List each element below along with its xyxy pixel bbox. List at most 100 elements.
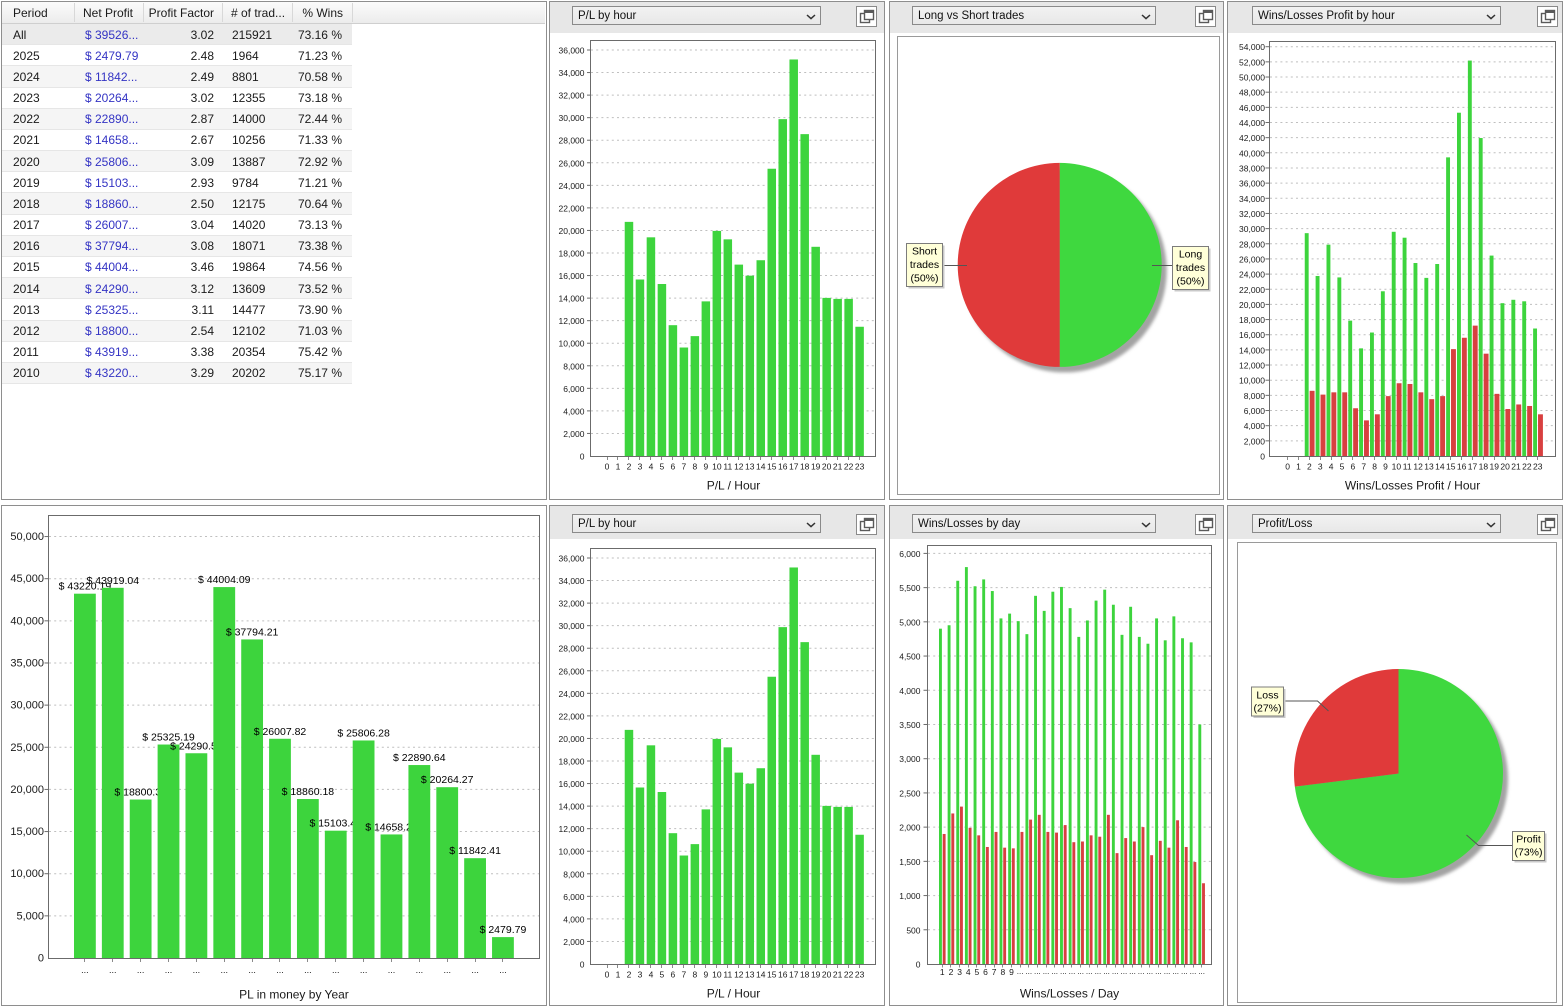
svg-text:6,000: 6,000 (899, 549, 921, 559)
svg-text:...: ... (1146, 967, 1153, 976)
svg-text:21: 21 (833, 462, 843, 472)
svg-text:1: 1 (616, 462, 621, 472)
svg-text:2,000: 2,000 (1244, 436, 1266, 446)
svg-text:$ 25806.28: $ 25806.28 (337, 727, 390, 739)
svg-text:P/L / Hour: P/L / Hour (707, 479, 761, 493)
svg-text:45,000: 45,000 (10, 573, 44, 585)
svg-text:4,000: 4,000 (899, 686, 921, 696)
svg-text:...: ... (165, 965, 173, 975)
svg-text:4: 4 (1329, 462, 1334, 472)
svg-text:9: 9 (1009, 967, 1014, 977)
svg-text:4,000: 4,000 (1244, 421, 1266, 431)
svg-text:...: ... (1172, 967, 1179, 976)
svg-text:5,000: 5,000 (16, 910, 44, 922)
svg-text:24,000: 24,000 (559, 181, 585, 191)
svg-text:Wins/Losses / Day: Wins/Losses / Day (1020, 987, 1119, 1001)
svg-text:...: ... (416, 965, 424, 975)
svg-text:19: 19 (1489, 462, 1499, 472)
svg-text:...: ... (109, 965, 117, 975)
svg-text:17: 17 (789, 462, 799, 472)
svg-text:14,000: 14,000 (559, 294, 585, 304)
svg-text:12,000: 12,000 (559, 316, 585, 326)
svg-text:...: ... (1043, 967, 1050, 976)
svg-text:...: ... (1017, 967, 1024, 976)
svg-text:10,000: 10,000 (559, 847, 585, 857)
svg-text:14: 14 (756, 462, 766, 472)
svg-text:3: 3 (957, 967, 962, 977)
svg-text:0: 0 (605, 970, 610, 980)
svg-text:36,000: 36,000 (1239, 179, 1265, 189)
svg-text:5: 5 (660, 462, 665, 472)
svg-text:12: 12 (734, 462, 744, 472)
svg-text:11: 11 (1403, 462, 1412, 472)
svg-text:10: 10 (712, 462, 722, 472)
svg-text:6: 6 (1350, 462, 1355, 472)
svg-text:20: 20 (1500, 462, 1510, 472)
svg-text:7: 7 (682, 462, 687, 472)
svg-text:10: 10 (712, 970, 722, 980)
svg-text:...: ... (443, 965, 451, 975)
svg-text:8: 8 (692, 970, 697, 980)
svg-text:5: 5 (1340, 462, 1345, 472)
svg-text:15: 15 (1446, 462, 1456, 472)
svg-text:19: 19 (811, 462, 821, 472)
svg-text:...: ... (471, 965, 479, 975)
svg-text:1,500: 1,500 (899, 857, 921, 867)
svg-text:2,000: 2,000 (563, 429, 585, 439)
svg-text:14: 14 (1435, 462, 1445, 472)
svg-text:1: 1 (616, 970, 621, 980)
svg-text:34,000: 34,000 (559, 68, 585, 78)
svg-text:16: 16 (778, 462, 788, 472)
svg-text:...: ... (1103, 967, 1110, 976)
svg-text:16: 16 (1457, 462, 1467, 472)
svg-text:22: 22 (844, 970, 854, 980)
svg-text:30,000: 30,000 (559, 113, 585, 123)
svg-text:7: 7 (682, 970, 687, 980)
svg-text:10,000: 10,000 (1239, 376, 1265, 386)
svg-text:5,500: 5,500 (899, 583, 921, 593)
svg-text:54,000: 54,000 (1239, 42, 1265, 52)
svg-text:$ 11842.41: $ 11842.41 (449, 845, 501, 857)
svg-text:...: ... (1198, 967, 1205, 976)
svg-text:6: 6 (671, 462, 676, 472)
svg-text:18: 18 (800, 970, 810, 980)
svg-text:38,000: 38,000 (1239, 163, 1265, 173)
svg-text:7: 7 (992, 967, 997, 977)
svg-text:21: 21 (1511, 462, 1521, 472)
svg-text:12: 12 (1413, 462, 1423, 472)
svg-text:46,000: 46,000 (1239, 103, 1265, 113)
svg-text:40,000: 40,000 (1239, 148, 1265, 158)
svg-text:...: ... (220, 965, 228, 975)
svg-text:0: 0 (580, 452, 585, 462)
svg-text:Profit: Profit (1516, 834, 1541, 846)
svg-text:5: 5 (975, 967, 980, 977)
svg-text:20,000: 20,000 (559, 734, 585, 744)
svg-text:2: 2 (1307, 462, 1312, 472)
svg-text:...: ... (193, 965, 201, 975)
svg-text:...: ... (248, 965, 256, 975)
svg-text:22: 22 (844, 462, 854, 472)
svg-text:4,000: 4,000 (563, 914, 585, 924)
svg-text:0: 0 (1260, 452, 1265, 462)
svg-text:Long: Long (1179, 249, 1203, 261)
svg-text:35,000: 35,000 (10, 657, 44, 669)
svg-text:5,000: 5,000 (899, 617, 921, 627)
svg-text:10,000: 10,000 (10, 868, 44, 880)
svg-text:500: 500 (906, 925, 920, 935)
svg-text:...: ... (360, 965, 368, 975)
svg-text:8: 8 (692, 462, 697, 472)
svg-text:$ 26007.82: $ 26007.82 (254, 726, 307, 738)
svg-text:8: 8 (1000, 967, 1005, 977)
svg-text:36,000: 36,000 (559, 554, 585, 564)
svg-text:$ 37794.21: $ 37794.21 (226, 626, 279, 638)
svg-text:9: 9 (703, 462, 708, 472)
svg-text:13: 13 (745, 970, 755, 980)
svg-text:...: ... (1190, 967, 1197, 976)
svg-text:18,000: 18,000 (559, 757, 585, 767)
svg-text:16: 16 (778, 970, 788, 980)
svg-text:32,000: 32,000 (1239, 209, 1265, 219)
svg-text:trades: trades (1176, 262, 1205, 274)
svg-text:7: 7 (1361, 462, 1366, 472)
svg-text:2,500: 2,500 (899, 788, 921, 798)
svg-text:11: 11 (723, 970, 732, 980)
